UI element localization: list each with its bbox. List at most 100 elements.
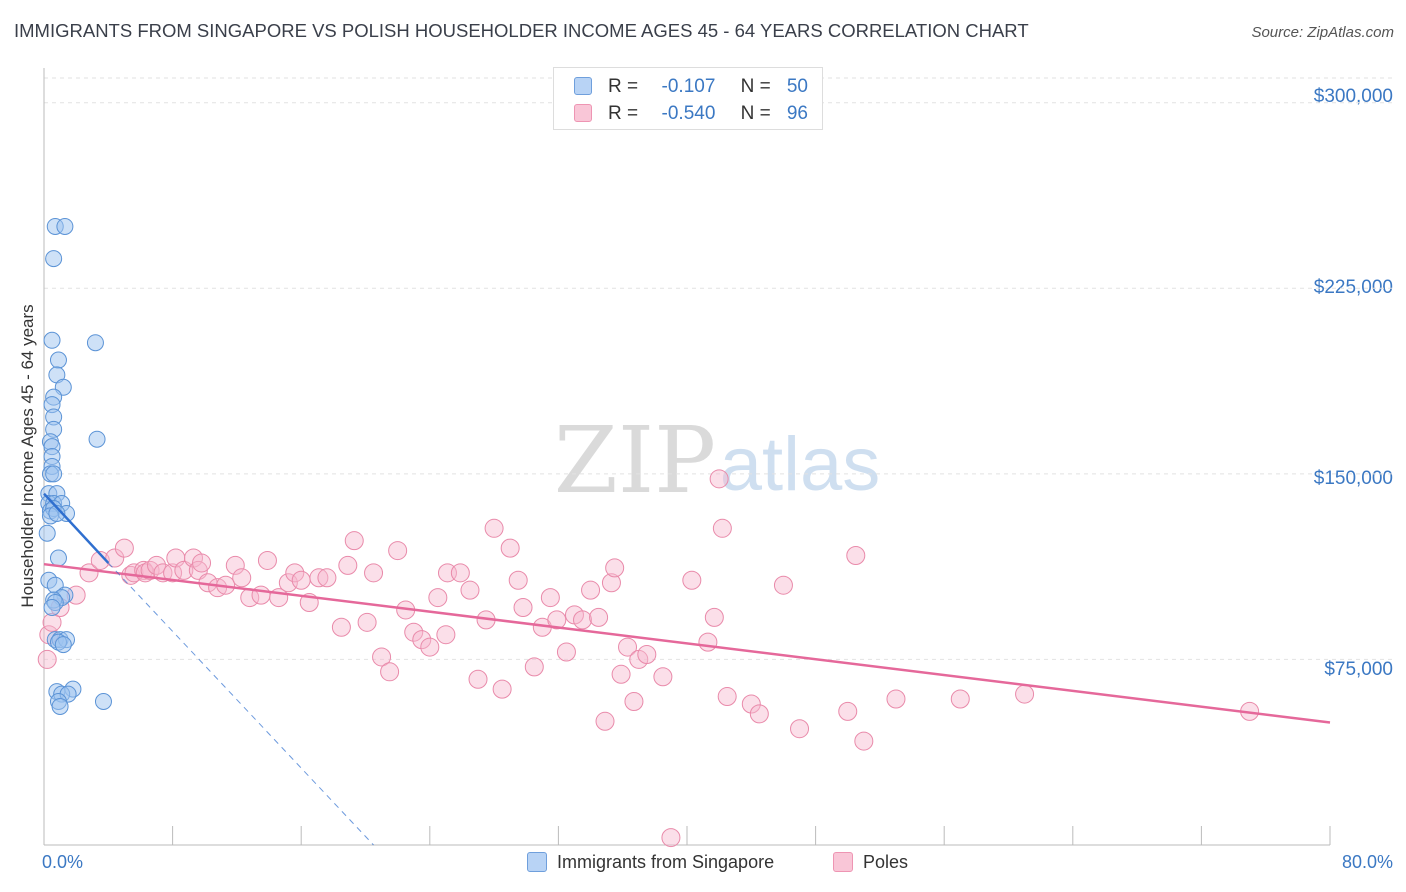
poles-point <box>285 563 305 583</box>
poles-point <box>547 610 567 630</box>
poles-point <box>601 573 621 593</box>
poles-point <box>428 588 448 608</box>
singapore-point <box>43 331 61 349</box>
legend-item-singapore[interactable]: Immigrants from Singapore <box>527 852 774 873</box>
poles-point <box>513 597 533 617</box>
poles-point <box>661 828 681 848</box>
singapore-n-label: N = <box>740 76 771 97</box>
singapore-point <box>51 697 69 715</box>
poles-point <box>573 610 593 630</box>
stats-row-poles: R = -0.540 N = 96 <box>574 103 808 125</box>
singapore-point <box>49 549 67 567</box>
singapore-point <box>86 334 104 352</box>
singapore-point <box>54 636 72 654</box>
poles-r-value: -0.540 <box>661 103 716 124</box>
poles-point <box>114 538 134 558</box>
poles-point <box>492 679 512 699</box>
poles-point <box>605 558 625 578</box>
poles-point <box>232 568 252 588</box>
watermark-zip: ZIP <box>554 407 716 514</box>
x-tick-label-min: 0.0% <box>42 852 84 872</box>
poles-point <box>653 667 673 687</box>
poles-point <box>404 622 424 642</box>
poles-point <box>637 644 657 664</box>
singapore-point <box>38 524 56 542</box>
singapore-r-label: R = <box>608 76 639 97</box>
singapore-point <box>43 598 61 616</box>
poles-point <box>309 568 329 588</box>
poles-point <box>331 617 351 637</box>
poles-point <box>388 541 408 561</box>
poles-point <box>589 607 609 627</box>
poles-point <box>698 632 718 652</box>
poles-point <box>1015 684 1035 704</box>
singapore-point <box>45 465 63 483</box>
poles-point <box>192 553 212 573</box>
poles-point <box>468 669 488 689</box>
poles-point <box>436 625 456 645</box>
poles-point <box>712 518 732 538</box>
poles-point <box>500 538 520 558</box>
poles-point <box>147 555 167 575</box>
y-tick-label-150000: $150,000 <box>1313 468 1393 489</box>
poles-point <box>338 555 358 575</box>
singapore-point <box>49 351 67 369</box>
poles-point <box>257 550 277 570</box>
stats-box: R = -0.107 N = 50 R = -0.540 N = 96 <box>553 67 823 130</box>
poles-point <box>773 575 793 595</box>
poles-point <box>682 570 702 590</box>
poles-point <box>886 689 906 709</box>
poles-point <box>344 531 364 551</box>
poles-point <box>838 701 858 721</box>
poles-point <box>611 664 631 684</box>
singapore-trend-line <box>43 492 110 564</box>
poles-trend-line <box>43 562 1331 724</box>
poles-point <box>372 647 392 667</box>
poles-point <box>508 570 528 590</box>
poles-point <box>595 711 615 731</box>
poles-point <box>717 687 737 707</box>
poles-point <box>357 612 377 632</box>
x-tick-label-max: 80.0% <box>1341 852 1393 872</box>
poles-n-value: 96 <box>786 103 808 124</box>
poles-point <box>317 568 337 588</box>
y-tick-label-300000: $300,000 <box>1313 86 1393 107</box>
legend-item-poles[interactable]: Poles <box>833 852 908 873</box>
singapore-point <box>48 504 66 522</box>
poles-n-label: N = <box>740 103 771 124</box>
poles-point <box>704 607 724 627</box>
poles-point <box>581 580 601 600</box>
poles-point <box>484 518 504 538</box>
poles-point <box>749 704 769 724</box>
poles-point <box>624 691 644 711</box>
poles-point <box>854 731 874 751</box>
chart-title: IMMIGRANTS FROM SINGAPORE VS POLISH HOUS… <box>14 20 1029 41</box>
poles-point <box>364 563 384 583</box>
poles-point <box>380 662 400 682</box>
poles-point <box>37 649 57 669</box>
legend-singapore-label: Immigrants from Singapore <box>557 852 775 872</box>
poles-point <box>225 555 245 575</box>
singapore-swatch <box>574 77 592 95</box>
poles-point <box>105 548 125 568</box>
singapore-n-value: 50 <box>786 76 808 97</box>
poles-swatch <box>574 104 592 122</box>
poles-r-label: R = <box>608 103 639 124</box>
poles-point <box>90 550 110 570</box>
poles-point <box>950 689 970 709</box>
source-label: Source: ZipAtlas.com <box>1251 24 1394 41</box>
singapore-point <box>88 430 106 448</box>
poles-point <box>709 469 729 489</box>
legend-singapore-swatch <box>527 852 547 872</box>
legend-poles-swatch <box>833 852 853 872</box>
poles-point <box>251 585 271 605</box>
poles-point <box>741 694 761 714</box>
singapore-trend-extension <box>107 562 374 846</box>
stats-row-singapore: R = -0.107 N = 50 <box>574 76 808 98</box>
poles-point <box>450 563 470 583</box>
legend-poles-label: Poles <box>863 852 909 872</box>
poles-point <box>412 630 432 650</box>
poles-point <box>540 588 560 608</box>
singapore-point <box>94 692 112 710</box>
singapore-point <box>45 250 63 268</box>
